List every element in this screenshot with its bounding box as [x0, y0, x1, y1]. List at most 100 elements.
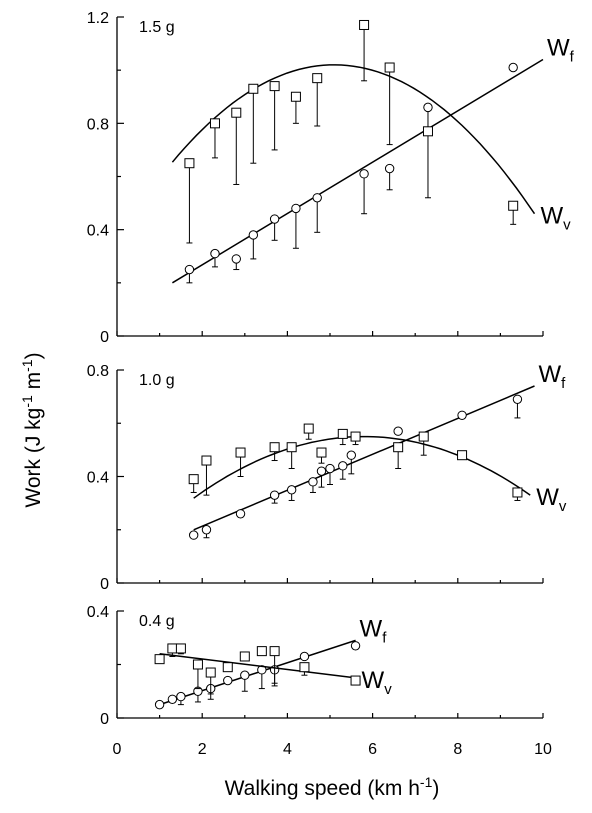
- series-label-sub: v: [559, 498, 567, 515]
- x-tick-label: 10: [534, 741, 552, 758]
- series-label-sub: v: [384, 681, 392, 698]
- data-point-wv: [350, 675, 361, 686]
- x-tick-label: 4: [283, 741, 292, 758]
- fit-line-wv: [193, 435, 531, 499]
- data-point-wf: [512, 394, 523, 404]
- data-point-wv: [222, 662, 233, 673]
- series-label-wv: Wv: [540, 203, 571, 234]
- fit-line-wf: [159, 639, 356, 706]
- series-label-main: W: [547, 35, 570, 62]
- data-point-wv: [192, 659, 203, 670]
- data-point-wf: [346, 450, 356, 460]
- data-point-wf: [269, 214, 280, 224]
- data-point-wf: [350, 641, 361, 651]
- data-point-wf: [167, 694, 178, 704]
- data-point-wv: [422, 126, 433, 137]
- data-point-wf: [457, 410, 467, 420]
- data-point-wv: [299, 662, 310, 673]
- series-label-wv: Wv: [536, 484, 567, 515]
- series-label-main: W: [540, 203, 563, 230]
- x-tick-labels: 0 2 4 6 8 10: [113, 741, 552, 758]
- data-point-wv: [167, 643, 178, 654]
- data-point-wf: [201, 525, 212, 535]
- data-point-wv: [205, 667, 216, 678]
- y-tick-label: 0.4: [87, 223, 109, 240]
- data-point-wv: [269, 646, 280, 657]
- data-point-wf: [393, 426, 403, 436]
- data-point-wv: [303, 423, 314, 434]
- data-point-wv: [286, 442, 297, 453]
- data-point-wf: [240, 670, 250, 680]
- data-point-wv: [188, 474, 199, 485]
- y-tick-label: 1.2: [87, 10, 109, 27]
- data-point-wf: [359, 169, 369, 179]
- data-point-wf: [308, 477, 318, 487]
- series-label-wf: Wf: [538, 361, 566, 392]
- y-tick-label: 0: [100, 329, 109, 346]
- data-point-wf: [299, 651, 310, 662]
- data-point-wv: [457, 450, 468, 461]
- x-axis-title-end: ): [432, 777, 439, 800]
- data-point-wf: [184, 264, 195, 275]
- data-point-wv: [235, 447, 246, 458]
- series-label-sub: f: [382, 629, 387, 646]
- series-label-sub: f: [570, 49, 575, 66]
- data-point-wf: [286, 485, 297, 495]
- y-tick-label: 0.8: [87, 116, 109, 133]
- data-point-wf: [325, 463, 335, 474]
- data-point-wv: [316, 447, 327, 458]
- y-axis-title-sup1: -1: [19, 395, 35, 408]
- data-point-wv: [359, 19, 370, 30]
- panel-label: 1.5 g: [139, 19, 175, 36]
- y-axis-title-mid: m: [22, 372, 45, 395]
- data-point-wf: [235, 509, 246, 519]
- data-point-wv: [418, 431, 429, 442]
- data-point-wf: [154, 699, 165, 710]
- data-point-wf: [508, 62, 518, 73]
- y-tick-label: 0: [100, 576, 109, 593]
- data-point-wv: [312, 73, 323, 84]
- x-tick-label: 6: [368, 741, 377, 758]
- data-point-wv: [201, 455, 212, 466]
- series-label-wf: Wf: [360, 615, 388, 646]
- data-point-wv: [350, 431, 361, 442]
- y-tick-label: 0.4: [87, 470, 109, 487]
- series-label-sub: f: [561, 375, 566, 392]
- data-point-wv: [248, 83, 259, 94]
- data-point-wv: [154, 654, 165, 665]
- data-point-wv: [175, 643, 186, 654]
- y-axis-title: Work (J kg-1 m-1): [19, 352, 45, 507]
- data-point-wf: [223, 675, 233, 686]
- data-point-wv: [231, 107, 242, 118]
- data-point-wv: [337, 428, 348, 439]
- x-tick-label: 0: [113, 741, 122, 758]
- series-label-sub: v: [563, 217, 571, 234]
- x-axis-title-text: Walking speed (km h: [225, 777, 420, 800]
- data-point-wf: [384, 163, 395, 174]
- data-point-wf: [188, 530, 199, 540]
- data-point-wv: [269, 81, 280, 92]
- panel-label: 0.4 g: [139, 613, 175, 630]
- series-label-wv: Wv: [362, 667, 393, 698]
- data-point-wf: [210, 248, 220, 259]
- data-point-wv: [239, 651, 250, 662]
- y-axis-title-sup2: -1: [19, 359, 35, 372]
- y-tick-label: 0.8: [87, 363, 109, 380]
- data-point-wf: [338, 461, 348, 471]
- x-axis-title: Walking speed (km h-1): [225, 774, 440, 800]
- data-point-wf: [231, 254, 241, 264]
- data-point-wf: [176, 691, 186, 702]
- data-point-wf: [291, 203, 301, 214]
- data-point-wv: [184, 158, 195, 169]
- data-point-wv: [209, 118, 220, 129]
- x-tick-label: 8: [453, 741, 462, 758]
- data-point-wf: [248, 230, 259, 240]
- data-point-wf: [269, 490, 280, 500]
- series-label-wf: Wf: [547, 35, 575, 66]
- data-point-wf: [312, 193, 322, 203]
